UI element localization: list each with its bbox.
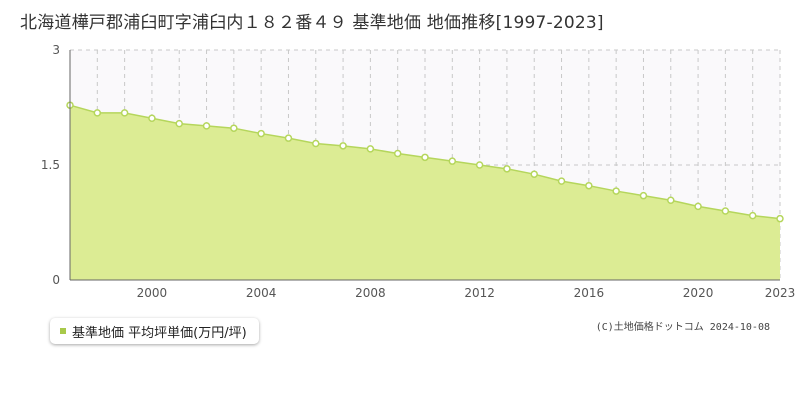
data-point [585, 181, 593, 190]
series-area [70, 105, 780, 280]
data-point [530, 170, 538, 178]
data-point [557, 177, 566, 185]
chart-title: 北海道樺戸郡浦臼町字浦臼内１８２番４９ 基準地価 地価推移[1997-2023] [20, 13, 604, 33]
data-point [448, 157, 457, 165]
data-point [639, 191, 648, 200]
x-tick-label: 2020 [683, 286, 714, 300]
data-point [230, 124, 238, 132]
data-point [694, 202, 702, 211]
data-point [148, 114, 156, 122]
copyright-text: (C)土地価格ドットコム 2024-10-08 [595, 322, 770, 333]
data-point [175, 119, 183, 128]
data-point [339, 142, 347, 150]
data-point [776, 214, 784, 223]
data-point [202, 122, 211, 130]
data-point [721, 207, 730, 215]
y-tick-label: 1.5 [41, 158, 60, 172]
data-point [284, 134, 293, 142]
data-point [312, 139, 320, 148]
x-tick-label: 2008 [355, 286, 386, 300]
x-tick-label: 2016 [574, 286, 605, 300]
data-point [120, 109, 129, 117]
data-point [393, 149, 402, 158]
data-point [421, 153, 429, 162]
legend: 基準地価 平均坪単価(万円/坪) [50, 318, 259, 344]
data-point [503, 165, 511, 173]
y-tick-label: 3 [52, 43, 60, 57]
data-point [748, 211, 757, 220]
data-point [257, 129, 265, 138]
data-point [93, 109, 102, 117]
y-tick-label: 0 [52, 273, 60, 287]
legend-swatch [60, 328, 66, 334]
legend-label: 基準地価 平均坪単価(万円/坪) [72, 325, 247, 341]
data-point [667, 196, 675, 205]
data-point [475, 161, 484, 169]
x-tick-label: 2012 [464, 286, 495, 300]
data-point [612, 187, 620, 195]
data-point [366, 145, 375, 153]
x-tick-label: 2004 [246, 286, 277, 300]
x-tick-label: 2023 [765, 286, 796, 300]
x-tick-label: 2000 [137, 286, 168, 300]
